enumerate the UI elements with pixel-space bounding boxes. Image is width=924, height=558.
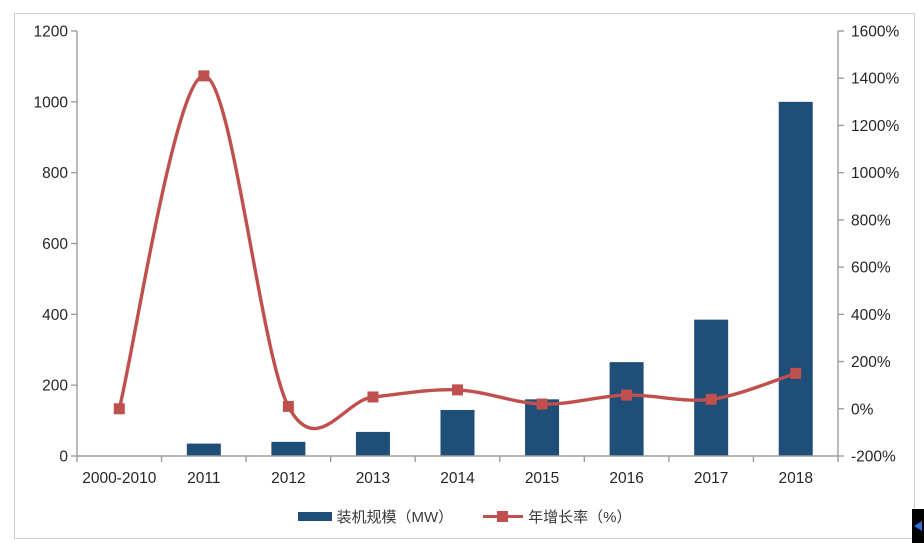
- y-left-tick-label: 0: [59, 449, 68, 466]
- bar-2012: [271, 441, 306, 456]
- x-tick-label: 2016: [609, 470, 643, 487]
- y-right-tick-label: 400%: [851, 307, 891, 324]
- scrub-handle-artifact[interactable]: [912, 509, 924, 543]
- y-right-tick-label: 1200%: [851, 118, 899, 135]
- y-right-tick-label: 1000%: [851, 165, 899, 182]
- legend: 装机规模（MW） 年增长率（%）: [14, 503, 915, 529]
- y-right-tick-label: 600%: [851, 260, 891, 277]
- bar-2011: [186, 443, 221, 456]
- marker-2016: [621, 389, 633, 401]
- y-left-tick-label: 600: [42, 236, 68, 253]
- legend-bar-label: 装机规模（MW）: [336, 508, 454, 526]
- bar-2014: [440, 409, 475, 456]
- x-tick-label: 2015: [525, 470, 559, 487]
- marker-2018: [790, 367, 802, 379]
- marker-2013: [367, 391, 379, 403]
- marker-2012: [282, 400, 294, 412]
- marker-2000-2010: [113, 403, 125, 415]
- x-tick-label: 2012: [271, 470, 305, 487]
- bar-2016: [609, 362, 644, 456]
- x-tick-label: 2018: [778, 470, 812, 487]
- line-swatch-marker: [497, 510, 509, 522]
- y-right-tick-label: -200%: [851, 449, 896, 466]
- x-tick-label: 2014: [440, 470, 475, 487]
- legend-item-growth-rate: 年增长率（%）: [483, 506, 632, 527]
- y-right-tick-label: 800%: [851, 212, 891, 229]
- bar-series-swatch: [297, 511, 332, 521]
- bar-2013: [355, 431, 390, 456]
- marker-2011: [198, 70, 210, 82]
- line-series-swatch: [483, 510, 524, 522]
- marker-2015: [536, 398, 548, 410]
- x-tick-label: 2011: [187, 470, 220, 487]
- left-arrow-icon: [914, 521, 922, 531]
- legend-item-installed-capacity: 装机规模（MW）: [297, 506, 454, 527]
- x-tick-label: 2013: [356, 470, 390, 487]
- y-right-tick-label: 1600%: [851, 24, 899, 41]
- y-left-tick-label: 800: [42, 165, 68, 182]
- y-left-tick-label: 400: [42, 307, 68, 324]
- x-tick-label: 2000-2010: [82, 470, 157, 487]
- x-tick-label: 2017: [694, 470, 728, 487]
- y-right-tick-label: 0%: [851, 401, 874, 418]
- y-left-tick-label: 1000: [34, 94, 69, 111]
- marker-2014: [452, 384, 463, 396]
- y-left-tick-label: 200: [42, 378, 68, 395]
- bar-2017: [694, 319, 729, 456]
- y-right-tick-label: 1400%: [851, 71, 899, 88]
- y-left-tick-label: 1200: [34, 24, 69, 41]
- bar-2018: [778, 101, 813, 456]
- legend-line-label: 年增长率（%）: [528, 508, 632, 526]
- marker-2017: [705, 393, 717, 405]
- y-right-tick-label: 200%: [851, 354, 891, 371]
